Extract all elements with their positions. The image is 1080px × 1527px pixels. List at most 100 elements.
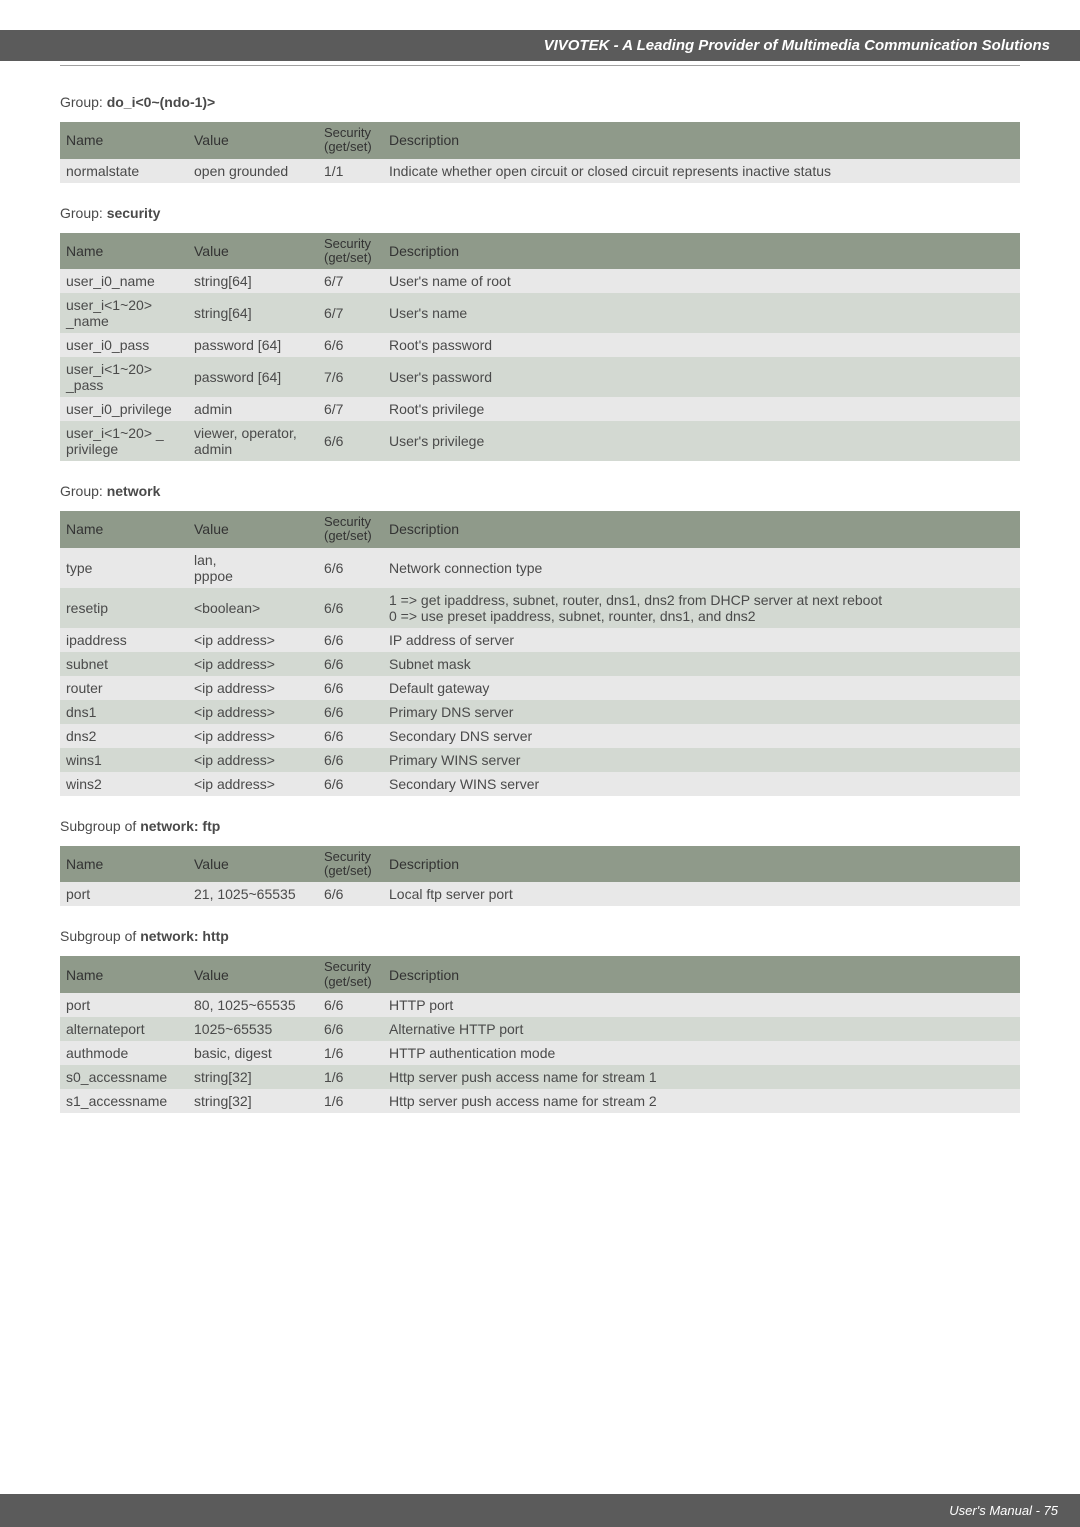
cell-value: open grounded	[188, 159, 318, 183]
col-header-security: Security (get/set)	[318, 511, 383, 548]
col-header-security: Security (get/set)	[318, 233, 383, 270]
col-header-value: Value	[188, 122, 318, 159]
table-row: s1_accessnamestring[32]1/6Http server pu…	[60, 1089, 1020, 1113]
cell-description: Primary DNS server	[383, 700, 1020, 724]
cell-description: Http server push access name for stream …	[383, 1065, 1020, 1089]
cell-security: 7/6	[318, 357, 383, 397]
col-header-name: Name	[60, 511, 188, 548]
cell-value: <ip address>	[188, 724, 318, 748]
parameter-table: NameValueSecurity (get/set)Descriptionty…	[60, 511, 1020, 796]
col-header-security: Security (get/set)	[318, 846, 383, 883]
cell-description: Root's privilege	[383, 397, 1020, 421]
table-row: router<ip address>6/6Default gateway	[60, 676, 1020, 700]
group-name: network	[107, 483, 161, 499]
cell-security: 6/7	[318, 269, 383, 293]
col-header-value: Value	[188, 511, 318, 548]
cell-description: User's name of root	[383, 269, 1020, 293]
cell-value: <ip address>	[188, 772, 318, 796]
cell-name: user_i<1~20> _pass	[60, 357, 188, 397]
group-label: Subgroup of	[60, 818, 136, 834]
cell-value: 21, 1025~65535	[188, 882, 318, 906]
cell-security: 1/6	[318, 1041, 383, 1065]
col-header-description: Description	[383, 233, 1020, 270]
cell-name: wins1	[60, 748, 188, 772]
cell-description: Subnet mask	[383, 652, 1020, 676]
cell-security: 6/6	[318, 772, 383, 796]
cell-name: router	[60, 676, 188, 700]
group-title: Group: security	[60, 205, 1020, 221]
cell-description: Secondary DNS server	[383, 724, 1020, 748]
cell-security: 6/6	[318, 421, 383, 461]
col-header-value: Value	[188, 956, 318, 993]
cell-value: string[32]	[188, 1089, 318, 1113]
cell-name: user_i0_pass	[60, 333, 188, 357]
col-header-name: Name	[60, 956, 188, 993]
cell-value: lan,pppoe	[188, 548, 318, 588]
col-header-name: Name	[60, 122, 188, 159]
cell-security: 6/6	[318, 676, 383, 700]
cell-value: <boolean>	[188, 588, 318, 628]
table-row: normalstateopen grounded1/1Indicate whet…	[60, 159, 1020, 183]
cell-description: HTTP port	[383, 993, 1020, 1017]
cell-security: 1/6	[318, 1065, 383, 1089]
cell-description: Alternative HTTP port	[383, 1017, 1020, 1041]
cell-description: HTTP authentication mode	[383, 1041, 1020, 1065]
cell-value: string[64]	[188, 293, 318, 333]
table-row: ipaddress<ip address>6/6IP address of se…	[60, 628, 1020, 652]
cell-name: type	[60, 548, 188, 588]
col-header-description: Description	[383, 846, 1020, 883]
page-header: VIVOTEK - A Leading Provider of Multimed…	[0, 30, 1080, 61]
footer-text: User's Manual - 75	[949, 1503, 1058, 1518]
group-label: Group:	[60, 483, 103, 499]
table-row: port21, 1025~655356/6Local ftp server po…	[60, 882, 1020, 906]
col-header-name: Name	[60, 233, 188, 270]
cell-name: user_i<1~20> _name	[60, 293, 188, 333]
group-title: Group: do_i<0~(ndo-1)>	[60, 94, 1020, 110]
cell-value: <ip address>	[188, 652, 318, 676]
cell-name: port	[60, 882, 188, 906]
col-header-description: Description	[383, 122, 1020, 159]
cell-value: password [64]	[188, 357, 318, 397]
cell-security: 6/6	[318, 548, 383, 588]
table-row: authmodebasic, digest1/6HTTP authenticat…	[60, 1041, 1020, 1065]
header-title: VIVOTEK - A Leading Provider of Multimed…	[544, 37, 1050, 54]
cell-name: s1_accessname	[60, 1089, 188, 1113]
cell-value: viewer, operator, admin	[188, 421, 318, 461]
cell-name: dns1	[60, 700, 188, 724]
page-footer: User's Manual - 75	[0, 1494, 1080, 1527]
cell-name: resetip	[60, 588, 188, 628]
cell-security: 6/6	[318, 1017, 383, 1041]
cell-security: 6/6	[318, 333, 383, 357]
col-header-value: Value	[188, 233, 318, 270]
cell-security: 6/6	[318, 724, 383, 748]
cell-value: 80, 1025~65535	[188, 993, 318, 1017]
cell-name: ipaddress	[60, 628, 188, 652]
cell-name: user_i0_privilege	[60, 397, 188, 421]
table-row: user_i<1~20> _ privilegeviewer, operator…	[60, 421, 1020, 461]
cell-name: dns2	[60, 724, 188, 748]
group-name: security	[107, 205, 161, 221]
cell-description: IP address of server	[383, 628, 1020, 652]
cell-security: 6/6	[318, 748, 383, 772]
cell-value: basic, digest	[188, 1041, 318, 1065]
group-label: Group:	[60, 94, 103, 110]
cell-description: Indicate whether open circuit or closed …	[383, 159, 1020, 183]
table-row: typelan,pppoe6/6Network connection type	[60, 548, 1020, 588]
group-name: do_i<0~(ndo-1)>	[107, 94, 216, 110]
cell-value: <ip address>	[188, 628, 318, 652]
table-row: s0_accessnamestring[32]1/6Http server pu…	[60, 1065, 1020, 1089]
cell-security: 1/6	[318, 1089, 383, 1113]
cell-security: 6/6	[318, 628, 383, 652]
col-header-description: Description	[383, 511, 1020, 548]
cell-name: wins2	[60, 772, 188, 796]
cell-value: admin	[188, 397, 318, 421]
group-title: Subgroup of network: http	[60, 928, 1020, 944]
table-row: subnet<ip address>6/6Subnet mask	[60, 652, 1020, 676]
col-header-value: Value	[188, 846, 318, 883]
cell-security: 6/7	[318, 293, 383, 333]
cell-value: string[32]	[188, 1065, 318, 1089]
parameter-table: NameValueSecurity (get/set)Descriptionpo…	[60, 956, 1020, 1113]
cell-description: 1 => get ipaddress, subnet, router, dns1…	[383, 588, 1020, 628]
cell-name: port	[60, 993, 188, 1017]
cell-description: Http server push access name for stream …	[383, 1089, 1020, 1113]
